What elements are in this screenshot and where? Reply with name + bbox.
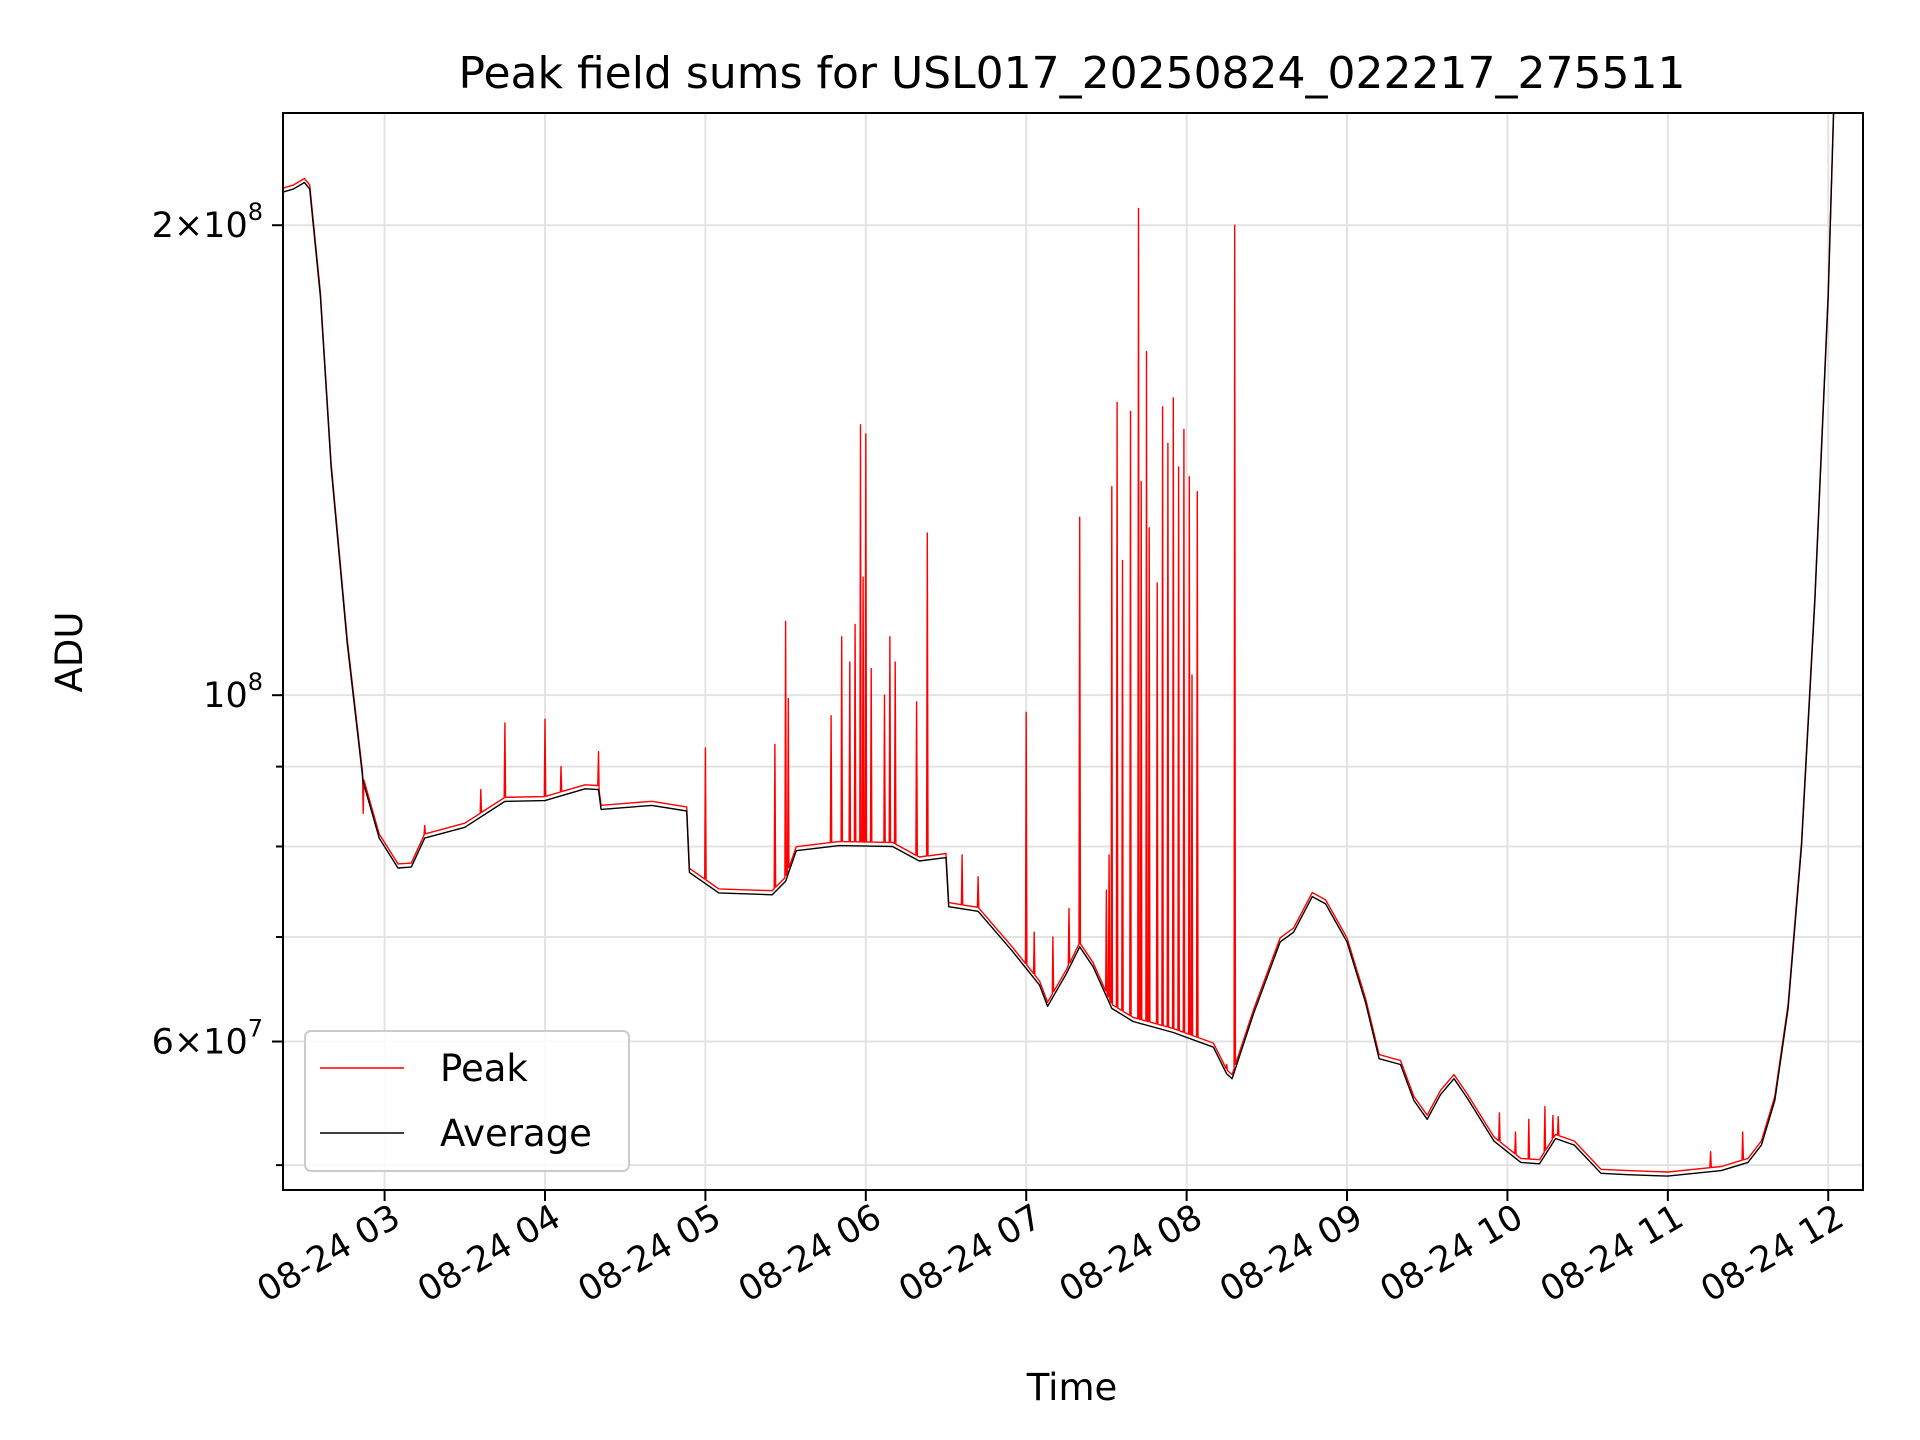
legend: Peak Average [304, 1030, 630, 1172]
legend-average-label: Average [440, 1112, 592, 1155]
y-tick-label: 2×108 [152, 198, 263, 246]
y-tick-label: 6×107 [152, 1015, 263, 1063]
plot-frame [282, 112, 1864, 1191]
y-tick-label: 108 [203, 668, 263, 716]
legend-box [304, 1030, 630, 1172]
y-axis-ticks: 6×107 108 2×108 [152, 198, 283, 1167]
chart-title: Peak field sums for USL017_20250824_0222… [459, 48, 1686, 99]
average-series-line [283, 113, 1835, 1177]
gridlines [283, 113, 1863, 1190]
y-axis-label: ADU [48, 612, 91, 693]
plot-lines [283, 113, 1835, 1177]
peak-series-line [283, 113, 1835, 1173]
x-axis-label: Time [1026, 1366, 1118, 1409]
legend-peak-label: Peak [440, 1047, 528, 1090]
